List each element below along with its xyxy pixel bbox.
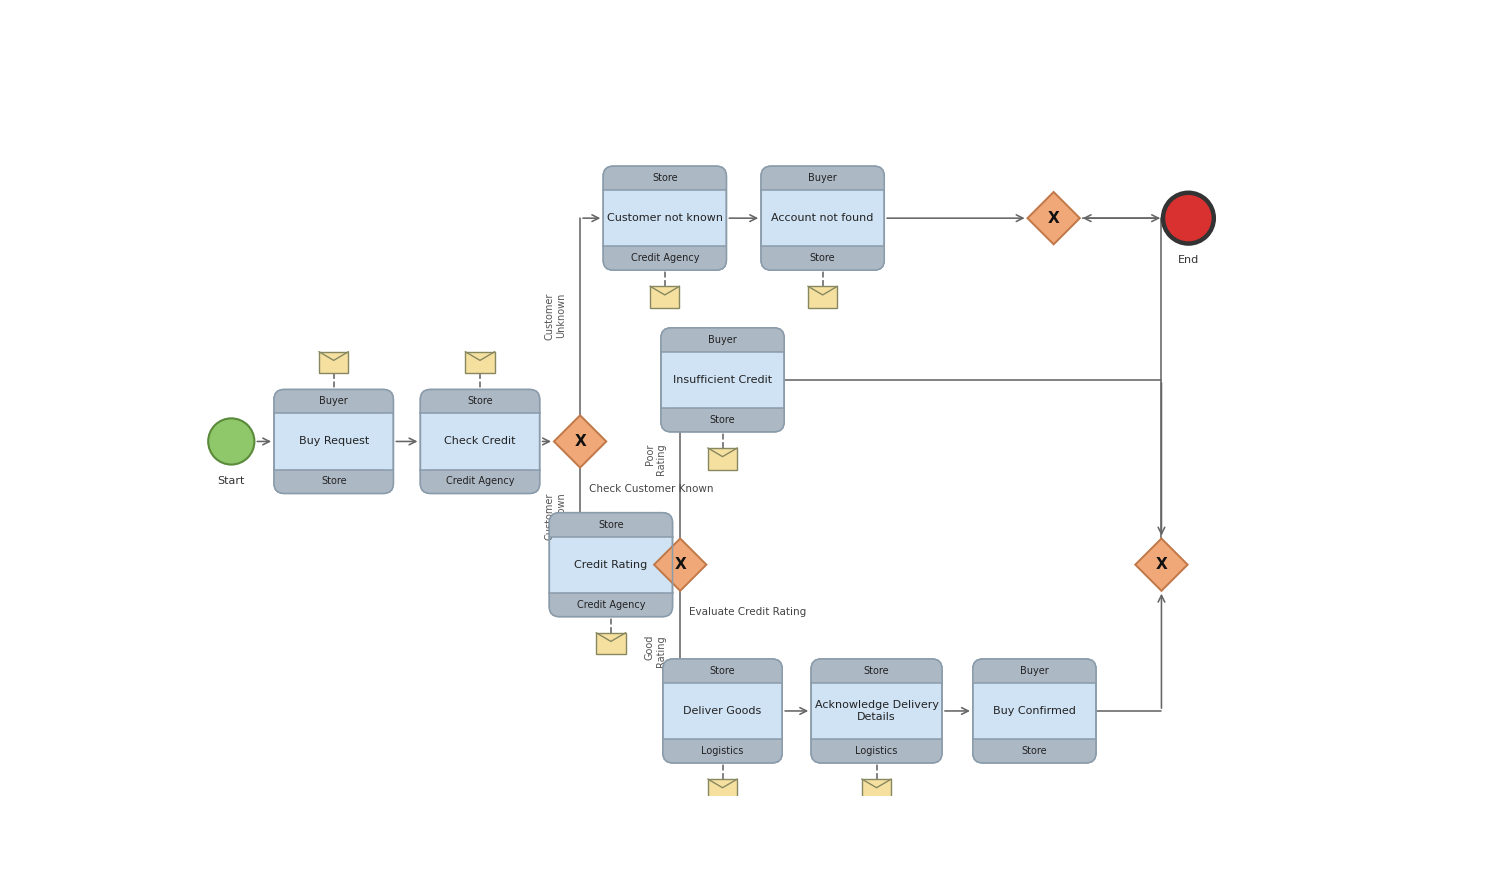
Text: Credit Agency: Credit Agency xyxy=(630,253,699,263)
Text: Buyer: Buyer xyxy=(1020,666,1048,676)
Bar xyxy=(663,670,782,683)
Text: Account not found: Account not found xyxy=(771,213,874,224)
Bar xyxy=(465,351,495,374)
Bar xyxy=(420,469,540,483)
Text: Customer
Unknown: Customer Unknown xyxy=(544,293,566,341)
FancyBboxPatch shape xyxy=(760,166,885,190)
Text: End: End xyxy=(1178,255,1198,266)
Text: Credit Agency: Credit Agency xyxy=(446,477,514,486)
Text: X: X xyxy=(1048,211,1059,225)
FancyBboxPatch shape xyxy=(760,246,885,270)
Polygon shape xyxy=(554,416,606,468)
FancyBboxPatch shape xyxy=(420,390,540,493)
Text: Store: Store xyxy=(710,415,735,425)
Text: Evaluate Credit Rating: Evaluate Credit Rating xyxy=(690,607,807,617)
FancyBboxPatch shape xyxy=(274,390,393,493)
Text: Credit Rating: Credit Rating xyxy=(574,560,648,569)
Bar xyxy=(549,593,672,606)
Bar xyxy=(662,408,784,421)
Text: Start: Start xyxy=(217,477,244,486)
Polygon shape xyxy=(1136,538,1188,591)
Text: Store: Store xyxy=(1022,746,1047,756)
FancyBboxPatch shape xyxy=(974,659,1096,683)
FancyBboxPatch shape xyxy=(420,469,540,493)
Bar xyxy=(760,246,885,259)
Bar xyxy=(603,246,726,259)
Text: Logistics: Logistics xyxy=(855,746,897,756)
Bar xyxy=(974,670,1096,683)
Text: Buyer: Buyer xyxy=(708,335,736,345)
FancyBboxPatch shape xyxy=(974,739,1096,763)
Text: Buyer: Buyer xyxy=(808,173,837,183)
Text: Deliver Goods: Deliver Goods xyxy=(684,706,762,716)
Text: Acknowledge Delivery
Details: Acknowledge Delivery Details xyxy=(815,700,939,722)
FancyBboxPatch shape xyxy=(974,659,1096,763)
Text: Buyer: Buyer xyxy=(320,396,348,407)
FancyBboxPatch shape xyxy=(663,659,782,683)
Bar xyxy=(420,401,540,413)
Text: X: X xyxy=(675,557,686,572)
Bar xyxy=(808,286,837,308)
Text: Store: Store xyxy=(710,666,735,676)
Polygon shape xyxy=(654,538,706,591)
Bar xyxy=(650,286,680,308)
FancyBboxPatch shape xyxy=(274,390,393,413)
FancyBboxPatch shape xyxy=(603,166,726,190)
FancyBboxPatch shape xyxy=(663,659,782,763)
FancyBboxPatch shape xyxy=(603,246,726,270)
FancyBboxPatch shape xyxy=(549,593,672,617)
FancyBboxPatch shape xyxy=(603,166,726,270)
Bar xyxy=(274,469,393,483)
Text: Store: Store xyxy=(652,173,678,183)
FancyBboxPatch shape xyxy=(420,390,540,413)
Text: Credit Agency: Credit Agency xyxy=(576,600,645,610)
Text: Store: Store xyxy=(466,396,494,407)
FancyBboxPatch shape xyxy=(812,739,942,763)
Polygon shape xyxy=(1028,192,1080,244)
Text: Insufficient Credit: Insufficient Credit xyxy=(674,375,772,384)
Text: Check Customer Known: Check Customer Known xyxy=(590,484,714,493)
Text: Store: Store xyxy=(321,477,346,486)
Bar xyxy=(862,779,891,801)
FancyBboxPatch shape xyxy=(812,659,942,763)
Circle shape xyxy=(209,418,255,465)
Bar xyxy=(708,448,736,469)
Bar xyxy=(708,779,736,801)
FancyBboxPatch shape xyxy=(812,659,942,683)
Bar xyxy=(603,177,726,190)
Text: Poor
Rating: Poor Rating xyxy=(645,443,666,475)
Bar xyxy=(549,524,672,536)
Bar xyxy=(662,339,784,352)
Bar xyxy=(320,351,348,374)
Text: X: X xyxy=(574,434,586,449)
Text: Buy Confirmed: Buy Confirmed xyxy=(993,706,1076,716)
Bar xyxy=(597,633,626,654)
Bar xyxy=(663,739,782,752)
Text: Customer
Known: Customer Known xyxy=(544,493,566,540)
FancyBboxPatch shape xyxy=(549,512,672,536)
FancyBboxPatch shape xyxy=(662,408,784,432)
Text: Customer not known: Customer not known xyxy=(608,213,723,224)
Text: Buy Request: Buy Request xyxy=(298,436,369,446)
Bar xyxy=(812,670,942,683)
FancyBboxPatch shape xyxy=(663,739,782,763)
Bar xyxy=(760,177,885,190)
Bar xyxy=(274,401,393,413)
Text: Store: Store xyxy=(864,666,889,676)
FancyBboxPatch shape xyxy=(274,469,393,493)
FancyBboxPatch shape xyxy=(760,166,885,270)
Text: Store: Store xyxy=(598,519,624,529)
Text: Check Credit: Check Credit xyxy=(444,436,516,446)
Bar xyxy=(974,739,1096,752)
FancyBboxPatch shape xyxy=(662,328,784,352)
FancyBboxPatch shape xyxy=(549,512,672,617)
Text: Good
Rating: Good Rating xyxy=(645,635,666,667)
Text: X: X xyxy=(1155,557,1167,572)
FancyBboxPatch shape xyxy=(662,328,784,432)
Text: Store: Store xyxy=(810,253,836,263)
Text: Logistics: Logistics xyxy=(702,746,744,756)
Circle shape xyxy=(1162,193,1214,243)
Bar xyxy=(812,739,942,752)
